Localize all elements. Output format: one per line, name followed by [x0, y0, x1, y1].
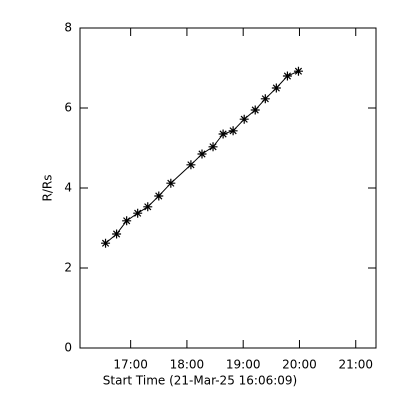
y-tick-label: 0	[64, 341, 72, 355]
data-point	[166, 178, 176, 188]
plot-frame	[79, 27, 377, 349]
data-point	[282, 71, 292, 81]
y-tick-label: 8	[64, 21, 72, 35]
data-point	[218, 129, 228, 139]
x-axis-label: Start Time (21-Mar-25 16:06:09)	[103, 374, 297, 388]
x-tick-label: 20:00	[282, 358, 317, 372]
x-tick-label: 19:00	[226, 358, 261, 372]
data-point	[239, 114, 249, 124]
x-tick-label: 17:00	[113, 358, 148, 372]
data-point	[122, 216, 132, 226]
data-point	[208, 142, 218, 152]
data-point	[133, 208, 143, 218]
data-point	[154, 191, 164, 201]
data-point	[271, 83, 281, 93]
x-tick-label: 21:00	[338, 358, 373, 372]
data-point	[186, 160, 196, 170]
y-tick-label: 4	[64, 181, 72, 195]
data-point	[197, 149, 207, 159]
data-point	[143, 202, 153, 212]
data-point	[228, 126, 238, 136]
y-tick-label: 6	[64, 101, 72, 115]
data-point	[112, 229, 122, 239]
y-tick-label: 2	[64, 261, 72, 275]
x-tick-label: 18:00	[170, 358, 205, 372]
data-point	[293, 66, 303, 76]
data-point	[250, 105, 260, 115]
data-point	[260, 94, 270, 104]
data-point	[101, 238, 111, 248]
y-axis-label: R/Rs	[41, 175, 55, 202]
